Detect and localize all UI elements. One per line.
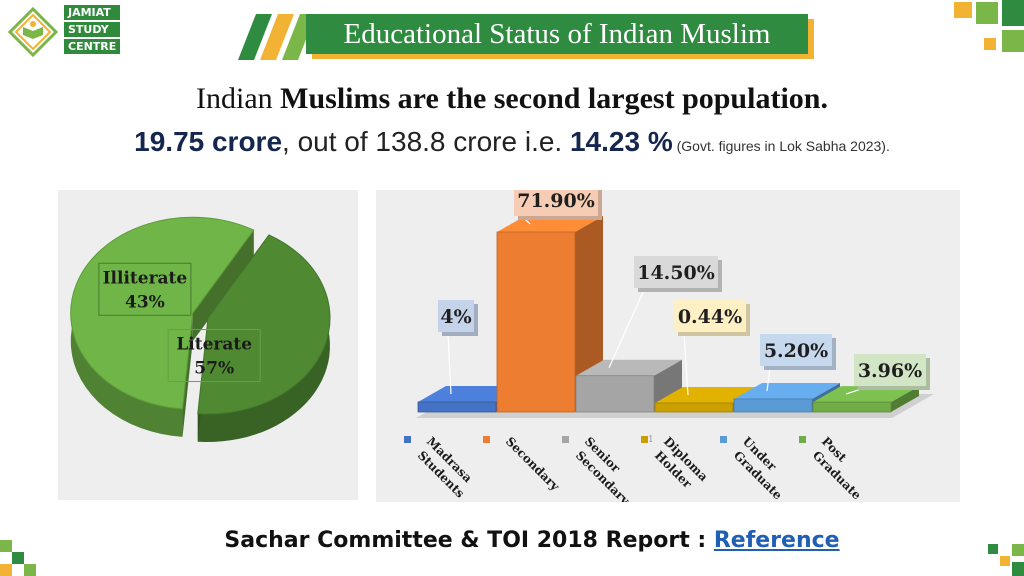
- value-label: 3.96%: [858, 360, 922, 382]
- corner-decoration: [954, 0, 1024, 52]
- bar-top: [576, 359, 682, 376]
- value-label-box: [514, 184, 598, 216]
- value-label: 5.20%: [764, 340, 828, 362]
- callout-line: [766, 367, 771, 392]
- legend-swatch: [483, 436, 490, 443]
- value-label-box: [438, 300, 474, 332]
- bar-top: [813, 386, 919, 403]
- pie-value-label: 43%: [125, 292, 165, 312]
- value-label-box: [760, 334, 832, 366]
- headline-mid: , out of 138.8 crore i.e.: [282, 126, 570, 157]
- pie-label-box: [98, 262, 192, 316]
- literacy-pie-chart: Illiterate 43% Literate 57%: [70, 216, 331, 442]
- logo-line-3: CENTRE: [64, 39, 120, 54]
- headline-prefix: Indian: [196, 82, 281, 115]
- bar: [496, 231, 576, 413]
- bar-side: [575, 216, 603, 412]
- bar: [575, 375, 655, 413]
- legend-swatch: [404, 436, 411, 443]
- legend-swatch: [562, 436, 569, 443]
- value-label: 0.44%: [678, 306, 742, 328]
- legend-swatch: [720, 436, 727, 443]
- education-bar-panel: 1 4% Madrasa Students 71.90% Secondary 14.50% S…: [376, 184, 960, 508]
- value-label-box: [854, 354, 926, 386]
- source-note: (Govt. figures in Lok Sabha 2023).: [672, 138, 890, 154]
- headline-figures: 19.75 crore, out of 138.8 crore i.e. 14.…: [0, 126, 1024, 158]
- bar: [812, 401, 892, 413]
- book-lamp-icon: [8, 7, 58, 57]
- logo-line-2: STUDY: [64, 22, 120, 37]
- callout-line: [683, 333, 689, 396]
- bar-side: [891, 386, 919, 412]
- muslim-percentage-figure: 14.23 %: [569, 126, 673, 157]
- callout-line: [447, 333, 452, 395]
- corner-decoration: [0, 540, 36, 576]
- pie-slice-illiterate: [197, 234, 331, 415]
- legend-swatch: [641, 436, 648, 443]
- value-label: 71.90%: [517, 190, 595, 212]
- reference-link[interactable]: Reference: [713, 528, 840, 553]
- pie-slice-face: [182, 313, 193, 437]
- headline-population: Indian Muslims are the second largest po…: [0, 82, 1024, 116]
- legend-label: Secondary: [503, 434, 563, 494]
- logo-text: JAMIAT STUDY CENTRE: [64, 5, 120, 56]
- pie-slice-literate: [70, 216, 255, 410]
- pie-label-illiterate: Illiterate: [103, 268, 188, 288]
- corner-decoration: [988, 544, 1024, 576]
- footer-text: Sachar Committee & TOI 2018 Report :: [224, 528, 714, 553]
- logo-line-1: JAMIAT: [64, 5, 120, 20]
- literacy-pie-panel: Illiterate 43% Literate 57%: [58, 190, 358, 500]
- value-label-box: [634, 256, 718, 288]
- muslim-population-figure: 19.75 crore: [134, 126, 283, 157]
- callout-line: [608, 289, 645, 368]
- pie-slice-face: [192, 230, 254, 342]
- bar: [417, 401, 497, 413]
- value-label: 4%: [440, 306, 471, 328]
- headline-bold: Muslims are the second largest populatio…: [280, 82, 828, 115]
- value-label: 14.50%: [637, 262, 715, 284]
- pie-label-literate: Literate: [176, 335, 252, 355]
- legend-swatch: [799, 436, 806, 443]
- page-title: Educational Status of Indian Muslim: [343, 18, 771, 50]
- title-banner: Educational Status of Indian Muslim: [306, 14, 808, 54]
- pie-label-box: [167, 329, 261, 383]
- logo: JAMIAT STUDY CENTRE: [6, 3, 126, 63]
- bar: [733, 398, 813, 413]
- bar: [654, 402, 734, 413]
- value-label-box: [674, 300, 746, 332]
- education-bar-chart: 14%MadrasaStudents71.90%Secondary14.50%S…: [404, 184, 934, 508]
- bar-top: [734, 382, 840, 399]
- pie-slice-side-illiterate: [197, 234, 330, 442]
- footer-reference: Sachar Committee & TOI 2018 Report : Ref…: [0, 528, 1024, 553]
- pie-value-label: 57%: [194, 359, 234, 379]
- axis-tick-label: 1: [648, 435, 654, 445]
